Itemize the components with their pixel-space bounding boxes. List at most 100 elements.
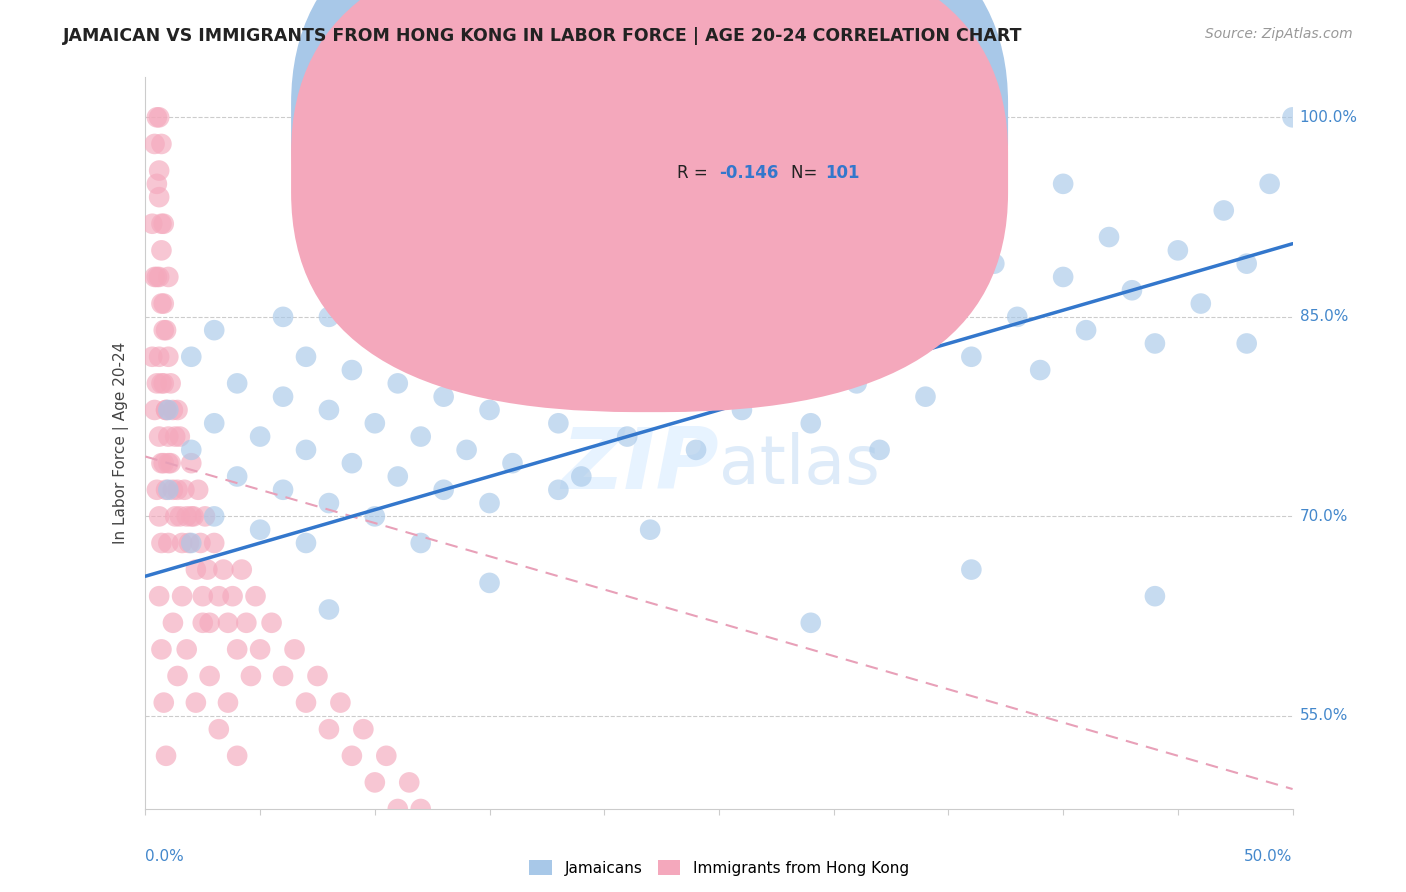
Point — [1029, 363, 1052, 377]
Point — [155, 403, 177, 417]
Point — [169, 509, 191, 524]
Point — [340, 363, 363, 377]
Point — [249, 429, 271, 443]
Point — [150, 376, 173, 391]
Text: 100.0%: 100.0% — [1299, 110, 1358, 125]
Point — [146, 177, 169, 191]
Point — [152, 217, 174, 231]
Point — [155, 323, 177, 337]
Point — [217, 696, 239, 710]
Point — [318, 310, 340, 324]
Point — [165, 429, 187, 443]
Point — [364, 323, 387, 337]
Point — [387, 376, 409, 391]
Text: 101: 101 — [825, 163, 860, 182]
Point — [638, 336, 661, 351]
Point — [146, 376, 169, 391]
Point — [141, 217, 163, 231]
Point — [184, 563, 207, 577]
Point — [155, 748, 177, 763]
Point — [235, 615, 257, 630]
Point — [150, 456, 173, 470]
Point — [1212, 203, 1234, 218]
Point — [1098, 230, 1121, 244]
Point — [869, 442, 891, 457]
Point — [616, 429, 638, 443]
Point — [157, 536, 180, 550]
Point — [180, 509, 202, 524]
Point — [143, 269, 166, 284]
Point — [202, 417, 225, 431]
Text: 82: 82 — [825, 114, 849, 133]
Point — [221, 589, 243, 603]
Point — [226, 642, 249, 657]
Point — [1143, 589, 1166, 603]
Point — [271, 390, 294, 404]
Point — [155, 483, 177, 497]
Point — [960, 350, 983, 364]
Point — [191, 615, 214, 630]
Point — [177, 536, 200, 550]
Point — [707, 350, 730, 364]
Text: 85.0%: 85.0% — [1299, 310, 1348, 325]
Point — [1236, 336, 1258, 351]
Point — [152, 323, 174, 337]
Point — [180, 350, 202, 364]
Point — [180, 536, 202, 550]
Point — [146, 111, 169, 125]
Text: ZIP: ZIP — [561, 424, 718, 507]
Text: JAMAICAN VS IMMIGRANTS FROM HONG KONG IN LABOR FORCE | AGE 20-24 CORRELATION CHA: JAMAICAN VS IMMIGRANTS FROM HONG KONG IN… — [63, 27, 1022, 45]
Point — [387, 469, 409, 483]
Point — [226, 376, 249, 391]
Point — [176, 642, 198, 657]
Point — [184, 696, 207, 710]
Point — [283, 642, 305, 657]
Text: 50.0%: 50.0% — [1244, 849, 1292, 864]
Point — [157, 350, 180, 364]
Point — [191, 589, 214, 603]
Point — [202, 323, 225, 337]
Point — [524, 363, 547, 377]
Point — [157, 483, 180, 497]
Point — [271, 310, 294, 324]
FancyBboxPatch shape — [291, 0, 1008, 412]
Point — [685, 442, 707, 457]
Point — [638, 523, 661, 537]
Point — [1281, 111, 1303, 125]
Point — [409, 336, 432, 351]
Text: R =: R = — [676, 163, 713, 182]
Point — [340, 456, 363, 470]
Point — [150, 536, 173, 550]
Point — [433, 483, 456, 497]
Point — [800, 417, 823, 431]
Point — [387, 802, 409, 816]
Text: 70.0%: 70.0% — [1299, 508, 1348, 524]
Point — [155, 403, 177, 417]
Point — [478, 403, 501, 417]
Point — [157, 269, 180, 284]
Point — [364, 509, 387, 524]
Point — [318, 602, 340, 616]
Point — [1143, 336, 1166, 351]
Point — [352, 722, 374, 736]
Point — [150, 217, 173, 231]
Point — [148, 429, 170, 443]
Point — [141, 350, 163, 364]
Point — [183, 509, 205, 524]
Point — [166, 483, 188, 497]
Point — [148, 350, 170, 364]
Point — [271, 483, 294, 497]
Point — [456, 442, 478, 457]
Point — [1189, 296, 1212, 310]
Point — [226, 748, 249, 763]
Point — [375, 748, 398, 763]
Point — [150, 642, 173, 657]
Point — [150, 296, 173, 310]
Point — [1167, 244, 1189, 258]
Point — [260, 615, 283, 630]
Point — [249, 523, 271, 537]
Point — [152, 376, 174, 391]
Point — [478, 496, 501, 510]
Point — [478, 575, 501, 590]
Point — [172, 536, 194, 550]
